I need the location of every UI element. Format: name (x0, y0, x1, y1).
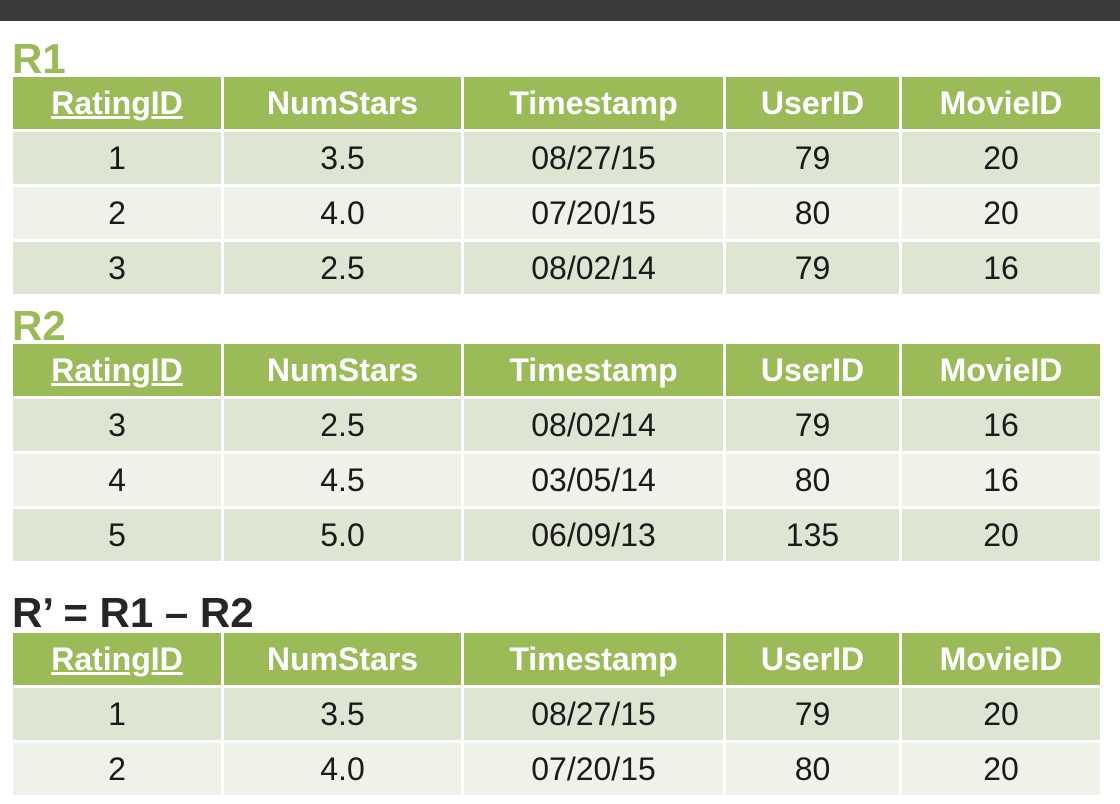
col-header-timestamp: Timestamp (461, 341, 726, 399)
table-cell: 16 (899, 396, 1103, 454)
table-cell: 07/20/15 (461, 740, 726, 798)
table-row: 2 4.0 07/20/15 80 20 (10, 740, 1103, 798)
table-cell: 16 (899, 239, 1103, 297)
table-cell: 5.0 (221, 506, 464, 564)
table-cell: 4.0 (221, 184, 464, 242)
col-header-timestamp: Timestamp (461, 74, 726, 132)
table-cell: 1 (10, 129, 224, 187)
table-cell: 2.5 (221, 396, 464, 454)
table-cell: 4.5 (221, 451, 464, 509)
table-cell: 08/02/14 (461, 396, 726, 454)
table-cell: 20 (899, 184, 1103, 242)
col-header-userid: UserID (723, 630, 902, 688)
table-cell: 80 (723, 184, 902, 242)
table-cell: 80 (723, 451, 902, 509)
table-header-row: RatingID NumStars Timestamp UserID Movie… (10, 74, 1103, 132)
result-title: R’ = R1 – R2 (12, 589, 254, 636)
col-header-numstars: NumStars (221, 630, 464, 688)
table-cell: 08/27/15 (461, 129, 726, 187)
col-header-userid: UserID (723, 341, 902, 399)
col-header-ratingid: RatingID (10, 74, 224, 132)
r1-title: R1 (12, 35, 66, 82)
table-cell: 20 (899, 740, 1103, 798)
r2-title: R2 (12, 302, 66, 349)
col-header-numstars: NumStars (221, 341, 464, 399)
table-cell: 3 (10, 239, 224, 297)
table-cell: 2.5 (221, 239, 464, 297)
table-cell: 79 (723, 396, 902, 454)
table-cell: 79 (723, 129, 902, 187)
table-cell: 3.5 (221, 129, 464, 187)
r1-table: RatingID NumStars Timestamp UserID Movie… (10, 74, 1103, 297)
table-header-row: RatingID NumStars Timestamp UserID Movie… (10, 630, 1103, 688)
col-header-movieid: MovieID (899, 630, 1103, 688)
table-cell: 1 (10, 685, 224, 743)
col-header-timestamp: Timestamp (461, 630, 726, 688)
table-cell: 80 (723, 740, 902, 798)
table-cell: 5 (10, 506, 224, 564)
col-header-movieid: MovieID (899, 341, 1103, 399)
table-cell: 07/20/15 (461, 184, 726, 242)
col-header-userid: UserID (723, 74, 902, 132)
table-cell: 3.5 (221, 685, 464, 743)
table-cell: 20 (899, 506, 1103, 564)
table-row: 1 3.5 08/27/15 79 20 (10, 685, 1103, 743)
table-cell: 03/05/14 (461, 451, 726, 509)
table-cell: 135 (723, 506, 902, 564)
table-cell: 4 (10, 451, 224, 509)
col-header-movieid: MovieID (899, 74, 1103, 132)
table-cell: 06/09/13 (461, 506, 726, 564)
table-header-row: RatingID NumStars Timestamp UserID Movie… (10, 341, 1103, 399)
table-row: 5 5.0 06/09/13 135 20 (10, 506, 1103, 564)
table-row: 4 4.5 03/05/14 80 16 (10, 451, 1103, 509)
table-cell: 08/27/15 (461, 685, 726, 743)
col-header-ratingid: RatingID (10, 341, 224, 399)
table-row: 3 2.5 08/02/14 79 16 (10, 396, 1103, 454)
table-row: 3 2.5 08/02/14 79 16 (10, 239, 1103, 297)
r2-table: RatingID NumStars Timestamp UserID Movie… (10, 341, 1103, 564)
table-cell: 08/02/14 (461, 239, 726, 297)
top-bar (0, 0, 1120, 21)
table-cell: 2 (10, 184, 224, 242)
table-cell: 16 (899, 451, 1103, 509)
table-cell: 4.0 (221, 740, 464, 798)
table-cell: 79 (723, 685, 902, 743)
table-cell: 20 (899, 129, 1103, 187)
table-cell: 79 (723, 239, 902, 297)
result-table: RatingID NumStars Timestamp UserID Movie… (10, 630, 1103, 798)
table-row: 1 3.5 08/27/15 79 20 (10, 129, 1103, 187)
col-header-ratingid: RatingID (10, 630, 224, 688)
table-row: 2 4.0 07/20/15 80 20 (10, 184, 1103, 242)
col-header-numstars: NumStars (221, 74, 464, 132)
table-cell: 3 (10, 396, 224, 454)
table-cell: 2 (10, 740, 224, 798)
table-cell: 20 (899, 685, 1103, 743)
